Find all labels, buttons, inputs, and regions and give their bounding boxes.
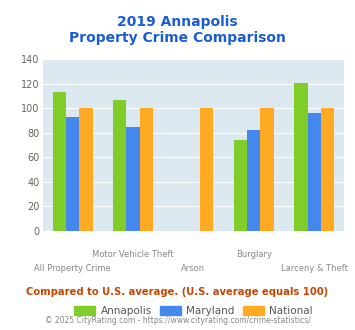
Text: Compared to U.S. average. (U.S. average equals 100): Compared to U.S. average. (U.S. average … [26, 287, 329, 297]
Bar [321, 109, 334, 231]
Text: Arson: Arson [181, 264, 206, 273]
Text: 2019 Annapolis: 2019 Annapolis [117, 15, 238, 29]
Text: Motor Vehicle Theft: Motor Vehicle Theft [92, 250, 174, 259]
Bar [234, 140, 247, 231]
Bar [140, 109, 153, 231]
Bar [53, 92, 66, 231]
Legend: Annapolis, Maryland, National: Annapolis, Maryland, National [70, 301, 317, 320]
Bar [66, 117, 80, 231]
Text: Larceny & Theft: Larceny & Theft [281, 264, 348, 273]
Bar [126, 127, 140, 231]
Bar [247, 130, 261, 231]
Text: Burglary: Burglary [236, 250, 272, 259]
Bar [200, 109, 213, 231]
Text: All Property Crime: All Property Crime [34, 264, 111, 273]
Bar [113, 100, 126, 231]
Bar [80, 109, 93, 231]
Bar [294, 83, 307, 231]
Text: Property Crime Comparison: Property Crime Comparison [69, 31, 286, 45]
Bar [307, 113, 321, 231]
Text: © 2025 CityRating.com - https://www.cityrating.com/crime-statistics/: © 2025 CityRating.com - https://www.city… [45, 315, 310, 325]
Bar [261, 109, 274, 231]
